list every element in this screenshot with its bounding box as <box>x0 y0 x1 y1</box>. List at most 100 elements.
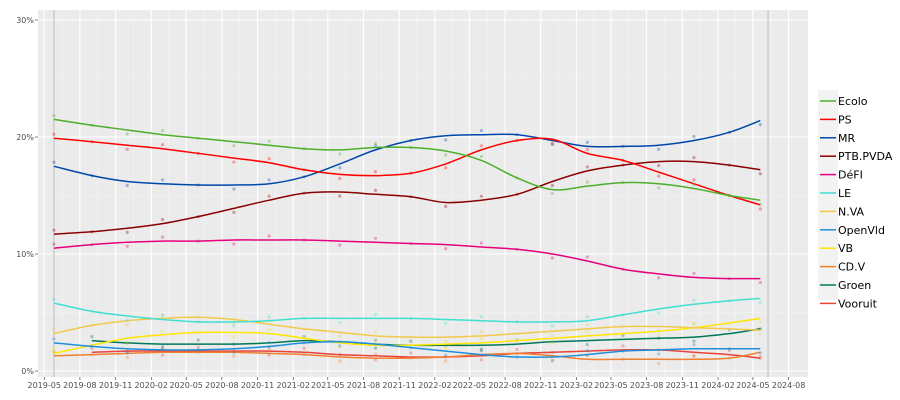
data-point-ecolo <box>373 141 378 146</box>
data-point-openvld <box>657 352 661 356</box>
data-point-groen <box>692 339 696 343</box>
data-point-le <box>479 315 483 319</box>
data-point-n-va <box>373 330 378 334</box>
data-point-cd-v <box>267 347 271 352</box>
data-point-groen <box>621 333 625 338</box>
data-point-le <box>232 324 236 328</box>
data-point-vooruit <box>692 354 696 358</box>
x-tick-label: 2020-02 <box>135 381 168 390</box>
data-point-ps <box>479 144 483 148</box>
data-point-vb <box>125 340 129 344</box>
legend: Ecolo PS MR PTB.PVDA DéFI LE N.VA OpenVld VB CD.V… <box>818 90 893 310</box>
data-point-vb <box>373 339 378 343</box>
legend-label-vb: VB <box>838 242 853 255</box>
data-point-vb <box>585 330 589 334</box>
y-tick-label: 10% <box>16 250 34 259</box>
x-tick-label: 2020-08 <box>205 381 238 390</box>
data-point-mr <box>267 178 271 182</box>
data-point-n-va <box>338 334 342 338</box>
data-point-groen <box>90 334 94 339</box>
legend-label-ps: PS <box>838 113 852 126</box>
data-point-vooruit <box>90 346 94 350</box>
data-point-mr <box>758 123 762 127</box>
data-point-n-va <box>657 328 661 333</box>
data-point-groen <box>409 339 413 343</box>
data-point-n-va <box>758 332 762 336</box>
data-point-mr <box>585 140 589 144</box>
data-point-d-fi <box>479 241 483 245</box>
legend-label-n-va: N.VA <box>838 205 865 218</box>
data-point-openvld <box>692 343 696 347</box>
data-point-ptb-pvda <box>444 204 448 209</box>
data-point-vb <box>267 327 271 332</box>
data-point-mr <box>657 147 661 151</box>
data-point-cd-v <box>657 361 661 365</box>
data-point-mr <box>373 144 378 148</box>
series-line-cd-v <box>53 351 761 361</box>
data-point-ps <box>373 170 378 174</box>
legend-label-mr: MR <box>838 132 855 145</box>
data-point-ps <box>692 178 696 182</box>
data-point-groen <box>373 346 378 350</box>
data-point-vooruit <box>267 353 271 357</box>
x-tick-label: 2019-05 <box>27 381 60 390</box>
x-tick-label: 2019-11 <box>99 381 132 390</box>
data-point-vb <box>758 320 762 324</box>
data-point-openvld <box>232 351 236 355</box>
x-tick-label: 2023-08 <box>630 381 663 390</box>
data-point-ecolo <box>550 192 554 196</box>
data-point-d-fi <box>444 247 448 251</box>
data-point-ps <box>444 166 448 170</box>
data-point-ecolo <box>267 139 271 143</box>
series-lines <box>52 113 762 365</box>
data-point-ps <box>758 207 762 211</box>
x-tick-label: 2023-02 <box>560 381 593 390</box>
data-point-ecolo <box>125 132 129 136</box>
series-line-ps <box>53 137 761 206</box>
data-point-ecolo <box>758 202 762 206</box>
legend-label-groen: Groen <box>838 279 871 292</box>
data-point-le <box>657 311 661 315</box>
data-point-mr <box>444 138 448 142</box>
data-point-ecolo <box>585 180 589 184</box>
x-tick-label: 2020-11 <box>241 381 274 390</box>
plot-panel <box>38 10 808 377</box>
data-point-cd-v <box>125 355 129 360</box>
data-point-vooruit <box>160 353 165 357</box>
data-point-cd-v <box>232 354 236 358</box>
data-point-vooruit <box>727 349 731 353</box>
data-point-ptb-pvda <box>160 217 165 222</box>
data-point-ptb-pvda <box>338 194 342 198</box>
data-point-ecolo <box>692 182 696 187</box>
data-point-vb <box>338 345 342 349</box>
data-point-openvld <box>338 344 342 348</box>
series-line-vb <box>53 317 761 355</box>
x-tick-label: 2024-02 <box>701 381 734 390</box>
data-point-vb <box>232 334 236 338</box>
legend-label-ecolo: Ecolo <box>838 95 868 108</box>
data-point-ecolo <box>338 152 342 156</box>
data-point-ptb-pvda <box>52 228 56 232</box>
data-point-cd-v <box>338 359 342 363</box>
data-point-le <box>373 312 378 316</box>
x-tick-label: 2022-02 <box>418 381 451 390</box>
y-tick-label: 30% <box>16 16 34 25</box>
data-point-n-va <box>585 323 589 327</box>
data-point-ps <box>657 174 661 178</box>
legend-label-d-fi: DéFI <box>838 169 863 182</box>
data-point-n-va <box>444 339 448 343</box>
data-point-le <box>52 297 56 301</box>
data-point-ptb-pvda <box>267 194 271 198</box>
data-point-openvld <box>373 338 378 342</box>
data-point-le <box>160 313 165 318</box>
x-tick-label: 2022-11 <box>524 381 557 390</box>
data-point-openvld <box>444 353 448 357</box>
data-point-le <box>338 320 342 324</box>
data-point-ecolo <box>52 113 56 118</box>
data-point-mr <box>52 160 56 164</box>
y-axis: 0% 10% 20% 30% <box>16 16 38 376</box>
series-line-ecolo <box>53 118 761 201</box>
x-axis: 2019-05 2019-08 2019-11 2020-02 2020-05 2020-… <box>27 377 805 390</box>
data-point-cd-v <box>692 353 696 357</box>
legend-label-le: LE <box>838 187 851 200</box>
